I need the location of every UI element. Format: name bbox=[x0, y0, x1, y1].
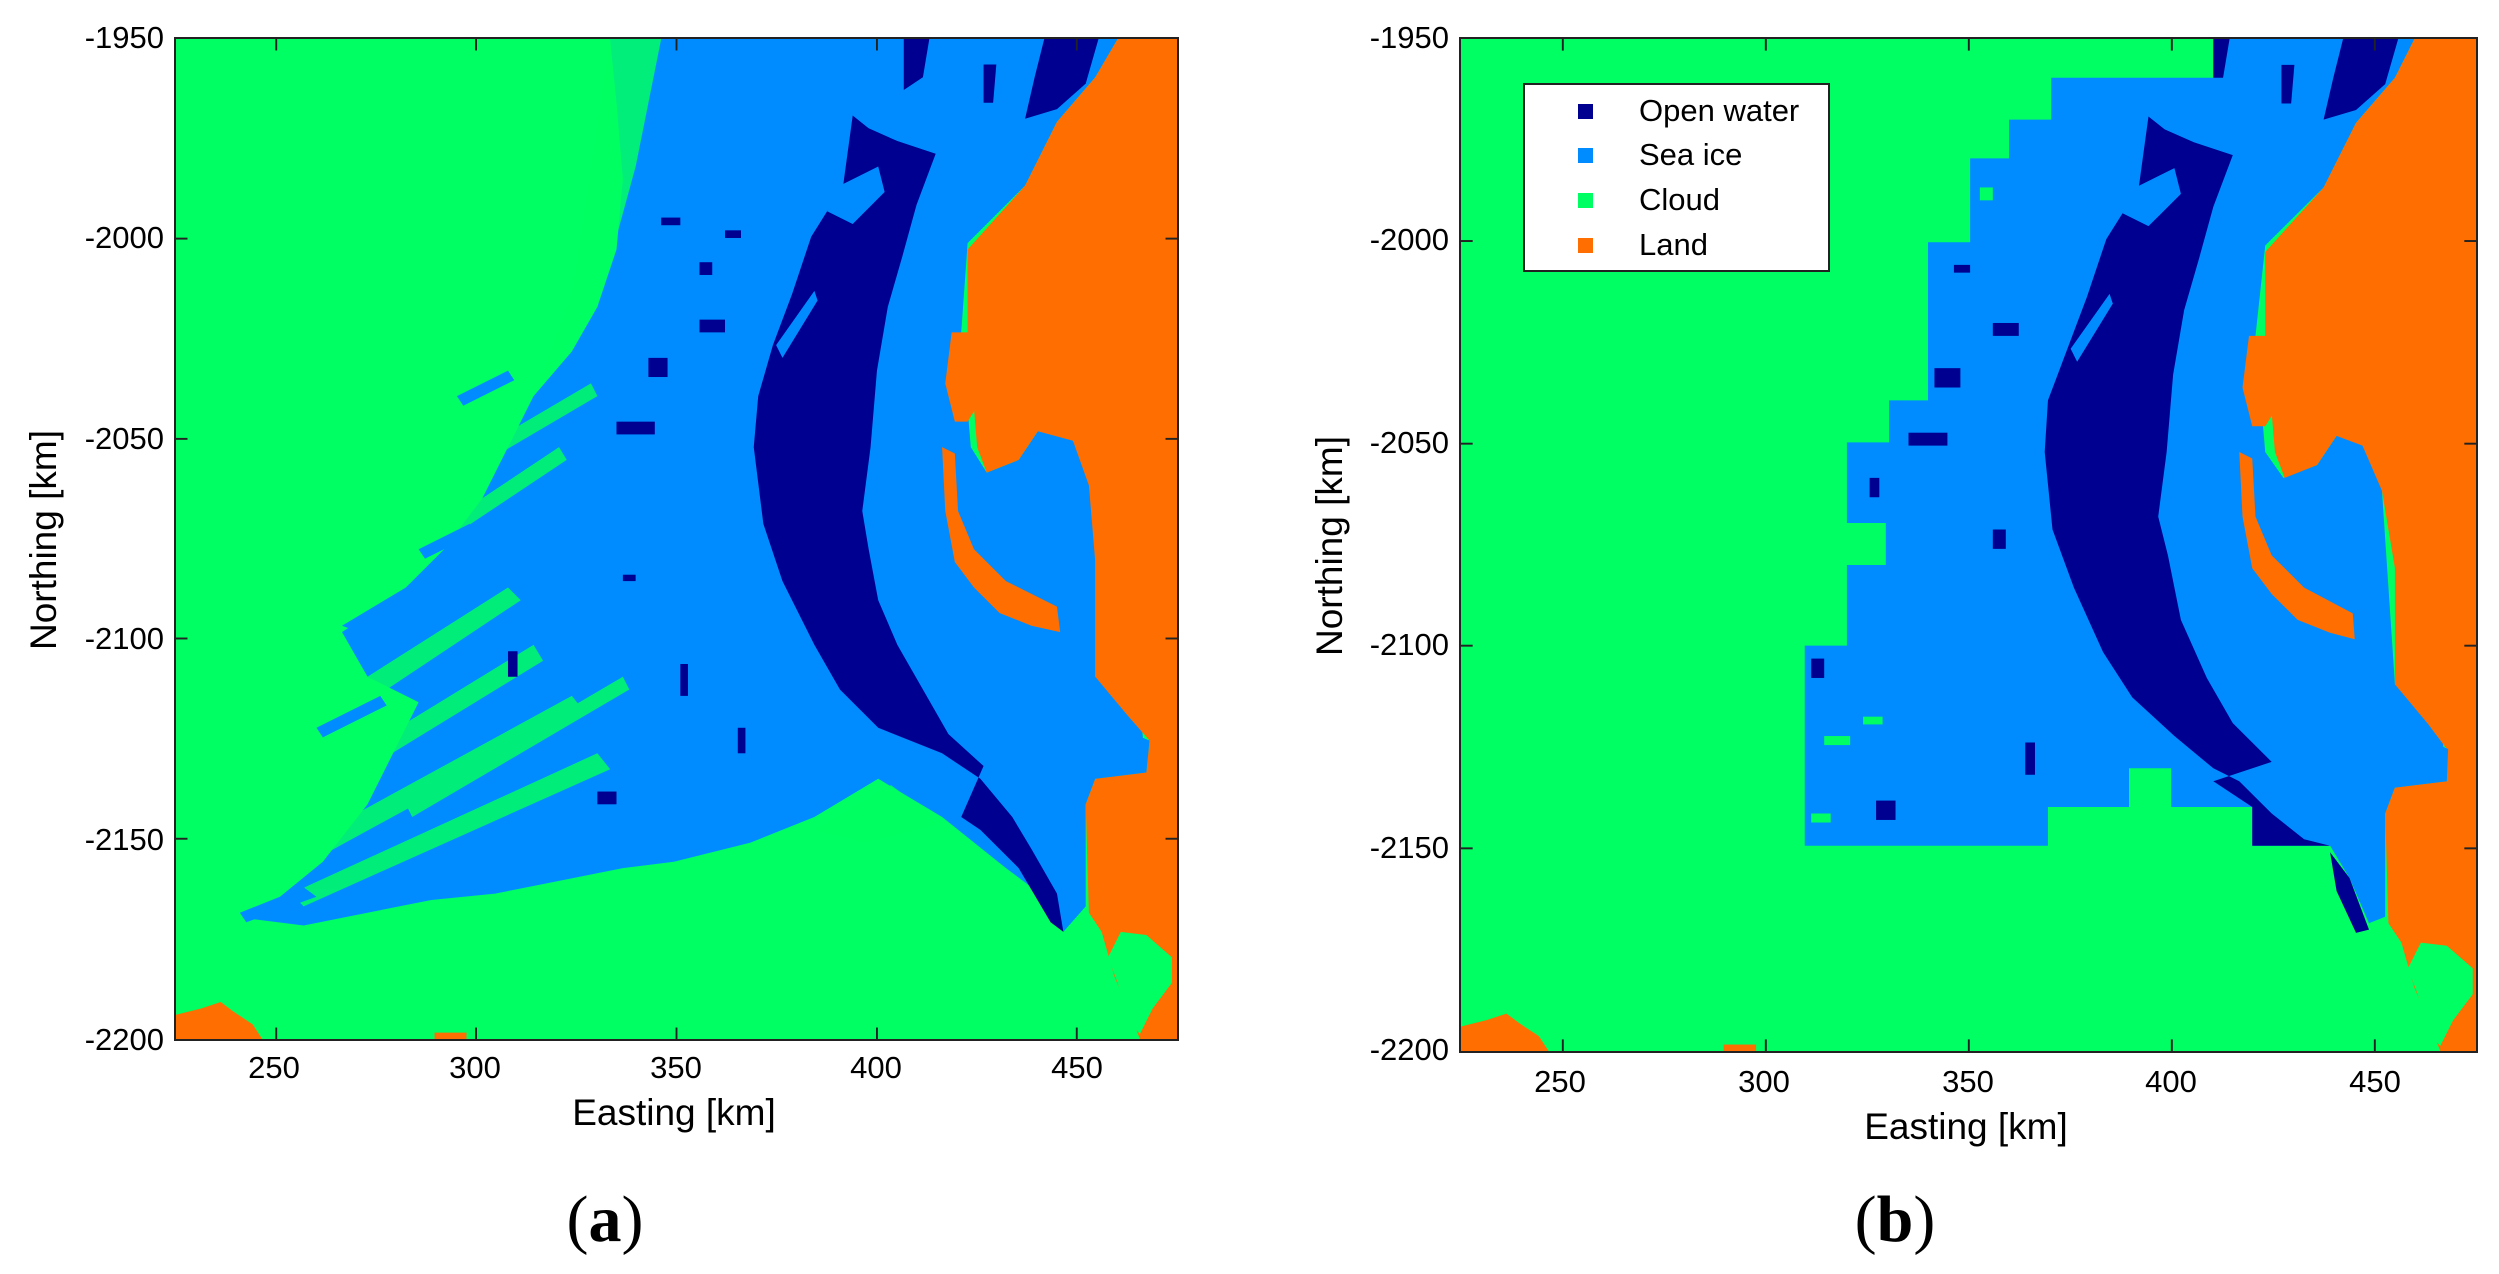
legend-item-sea-ice: Sea ice bbox=[1525, 137, 1828, 177]
open-water-flecks bbox=[1811, 264, 2035, 820]
land-coast-strip bbox=[2242, 335, 2282, 427]
ice-fragments bbox=[239, 370, 515, 923]
y-axis-label: Northing [km] bbox=[23, 430, 64, 651]
xtick-label: 250 bbox=[1534, 1064, 1586, 1099]
cloud-island-se bbox=[2407, 942, 2473, 1046]
legend-item-cloud: Cloud bbox=[1525, 182, 1828, 222]
ytick-label: -1950 bbox=[1369, 20, 1449, 55]
open-water-north bbox=[1025, 39, 1099, 119]
legend: Open water Sea ice Cloud Land bbox=[1523, 83, 1830, 272]
xtick-label: 350 bbox=[650, 1050, 702, 1085]
legend-label: Sea ice bbox=[1639, 137, 1743, 172]
legend-label: Cloud bbox=[1639, 182, 1720, 217]
ytick-label: -1950 bbox=[84, 20, 164, 55]
ytick-label: -2200 bbox=[84, 1022, 164, 1057]
panel-label-a: (a) bbox=[566, 1183, 644, 1256]
plot-a-map bbox=[174, 37, 1179, 1041]
legend-label: Open water bbox=[1639, 93, 1800, 128]
ytick-label: -2000 bbox=[84, 220, 164, 255]
legend-item-open-water: Open water bbox=[1525, 93, 1828, 133]
land-swatch-icon bbox=[1578, 238, 1593, 253]
xtick-label: 450 bbox=[2349, 1064, 2401, 1099]
ticks-b bbox=[1461, 39, 2476, 1051]
xtick-label: 400 bbox=[2145, 1064, 2197, 1099]
land-southwest bbox=[1461, 1013, 1549, 1051]
legend-item-land: Land bbox=[1525, 227, 1828, 267]
ytick-label: -2050 bbox=[1369, 425, 1449, 460]
open-water-south bbox=[2330, 852, 2369, 933]
open-water-lead bbox=[753, 115, 1064, 932]
ticks-a bbox=[176, 39, 1177, 1039]
ytick-label: -2150 bbox=[1369, 830, 1449, 865]
sea-ice-swatch-icon bbox=[1578, 148, 1593, 163]
open-water-flecks bbox=[507, 217, 746, 805]
ytick-label: -2050 bbox=[84, 421, 164, 456]
x-axis-label: Easting [km] bbox=[1864, 1106, 2068, 1147]
cloud-island-se bbox=[1108, 931, 1172, 1034]
ytick-label: -2100 bbox=[84, 621, 164, 656]
xtick-label: 300 bbox=[449, 1050, 501, 1085]
xtick-label: 450 bbox=[1051, 1050, 1103, 1085]
panel-label-b: (b) bbox=[1854, 1183, 1936, 1256]
cloud-swatch-icon bbox=[1578, 193, 1593, 208]
ytick-label: -2150 bbox=[84, 822, 164, 857]
x-axis-label: Easting [km] bbox=[572, 1092, 776, 1133]
xtick-label: 300 bbox=[1738, 1064, 1790, 1099]
cloud-flecks bbox=[1811, 187, 1993, 823]
classification-map-a bbox=[176, 39, 1177, 1039]
land-east bbox=[2265, 39, 2476, 1051]
ytick-label: -2000 bbox=[1369, 222, 1449, 257]
legend-label: Land bbox=[1639, 227, 1708, 262]
xtick-label: 350 bbox=[1942, 1064, 1994, 1099]
land-east bbox=[967, 39, 1177, 1039]
cloud-streaks bbox=[290, 39, 943, 907]
y-axis-label: Northing [km] bbox=[1309, 436, 1350, 657]
open-water-north bbox=[2323, 39, 2399, 120]
land-southwest bbox=[176, 1002, 263, 1039]
land-coast-strip bbox=[945, 332, 984, 422]
open-water-lead bbox=[2044, 116, 2331, 846]
ytick-label: -2200 bbox=[1369, 1032, 1449, 1067]
xtick-label: 400 bbox=[850, 1050, 902, 1085]
xtick-label: 250 bbox=[248, 1050, 300, 1085]
open-water-swatch-icon bbox=[1578, 104, 1593, 119]
ytick-label: -2100 bbox=[1369, 627, 1449, 662]
